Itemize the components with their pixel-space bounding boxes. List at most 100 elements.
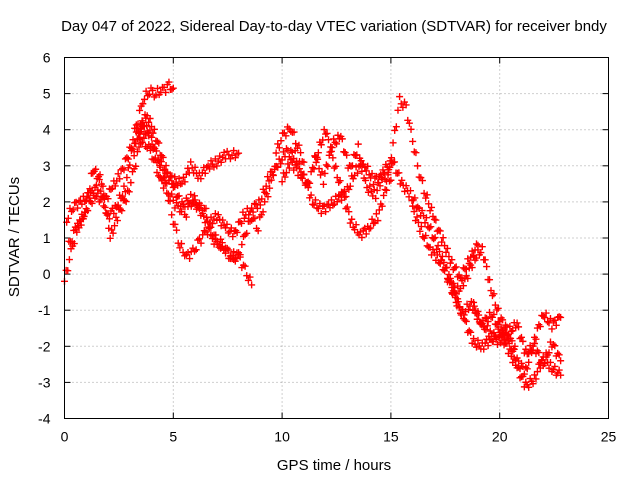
data-point [189, 244, 197, 252]
series-track-1 [61, 78, 177, 285]
data-point [175, 192, 183, 200]
data-point [194, 236, 202, 244]
data-point [468, 264, 476, 272]
data-point [86, 185, 94, 193]
data-point [220, 148, 228, 156]
data-point [481, 256, 489, 264]
data-point [129, 145, 137, 153]
data-point [181, 252, 189, 260]
series-track-2 [63, 111, 243, 226]
data-point [116, 175, 124, 183]
data-point [223, 147, 231, 155]
data-point [320, 126, 328, 134]
data-point [517, 333, 525, 341]
data-point [191, 196, 199, 204]
data-point [291, 147, 299, 155]
x-axis-label: GPS time / hours [277, 457, 391, 474]
data-point [362, 176, 370, 184]
data-point [467, 328, 475, 336]
grid-lines [64, 57, 609, 419]
data-point [169, 84, 177, 92]
data-point [520, 370, 528, 378]
data-point [355, 162, 363, 170]
data-point [374, 217, 382, 225]
data-point [74, 204, 82, 212]
data-point [230, 256, 238, 264]
data-point [292, 140, 300, 148]
data-point [545, 349, 553, 357]
data-point [168, 85, 176, 93]
data-point [394, 106, 402, 114]
data-point [325, 136, 333, 144]
data-point [208, 219, 216, 227]
data-point [362, 167, 370, 175]
data-point [357, 157, 365, 165]
data-point [309, 164, 317, 172]
data-point [92, 181, 100, 189]
data-point [110, 209, 118, 217]
data-point [120, 166, 128, 174]
data-point [528, 349, 536, 357]
data-point [532, 335, 540, 343]
data-point [515, 323, 523, 331]
data-point [168, 190, 176, 198]
data-point [331, 138, 339, 146]
data-point [522, 345, 530, 353]
data-point [368, 170, 376, 178]
data-point [322, 208, 330, 216]
data-point [314, 149, 322, 157]
data-point [549, 317, 557, 325]
data-point [321, 169, 329, 177]
data-point [204, 162, 212, 170]
data-point [132, 139, 140, 147]
data-point [470, 335, 478, 343]
data-point [295, 141, 303, 149]
data-point [249, 208, 257, 216]
data-point [376, 182, 384, 190]
data-point [499, 316, 507, 324]
data-point [198, 206, 206, 214]
data-point [265, 177, 273, 185]
data-point [324, 162, 332, 170]
x-tick-label: 10 [274, 429, 290, 445]
data-point [389, 139, 397, 147]
x-tick-labels: 0 5 10 15 20 25 [61, 429, 617, 445]
data-point [555, 366, 563, 374]
data-point [459, 282, 467, 290]
data-point [125, 188, 133, 196]
data-point [228, 252, 236, 260]
data-point [372, 210, 380, 218]
data-point [335, 192, 343, 200]
data-point [416, 227, 424, 235]
data-point [226, 155, 234, 163]
data-point [322, 161, 330, 169]
data-point [365, 225, 373, 233]
data-point [432, 216, 440, 224]
data-point [517, 359, 525, 367]
data-point [158, 175, 166, 183]
data-point [427, 223, 435, 231]
data-point [535, 349, 543, 357]
data-point [150, 125, 158, 133]
data-point [100, 192, 108, 200]
data-point [438, 252, 446, 260]
data-point [472, 240, 480, 248]
data-point [140, 123, 148, 131]
data-point [264, 173, 272, 181]
data-point [358, 234, 366, 241]
data-point [410, 208, 418, 216]
data-point [451, 264, 459, 272]
data-point [465, 327, 473, 335]
data-point [352, 221, 360, 229]
data-point [253, 204, 261, 212]
data-point [477, 249, 485, 257]
data-point [191, 163, 199, 171]
data-point [474, 308, 482, 316]
data-point [73, 228, 81, 236]
data-point [425, 224, 433, 232]
data-point [461, 316, 469, 324]
data-point [96, 171, 104, 179]
data-point [557, 371, 565, 379]
data-point [235, 149, 243, 157]
data-point [140, 95, 148, 103]
